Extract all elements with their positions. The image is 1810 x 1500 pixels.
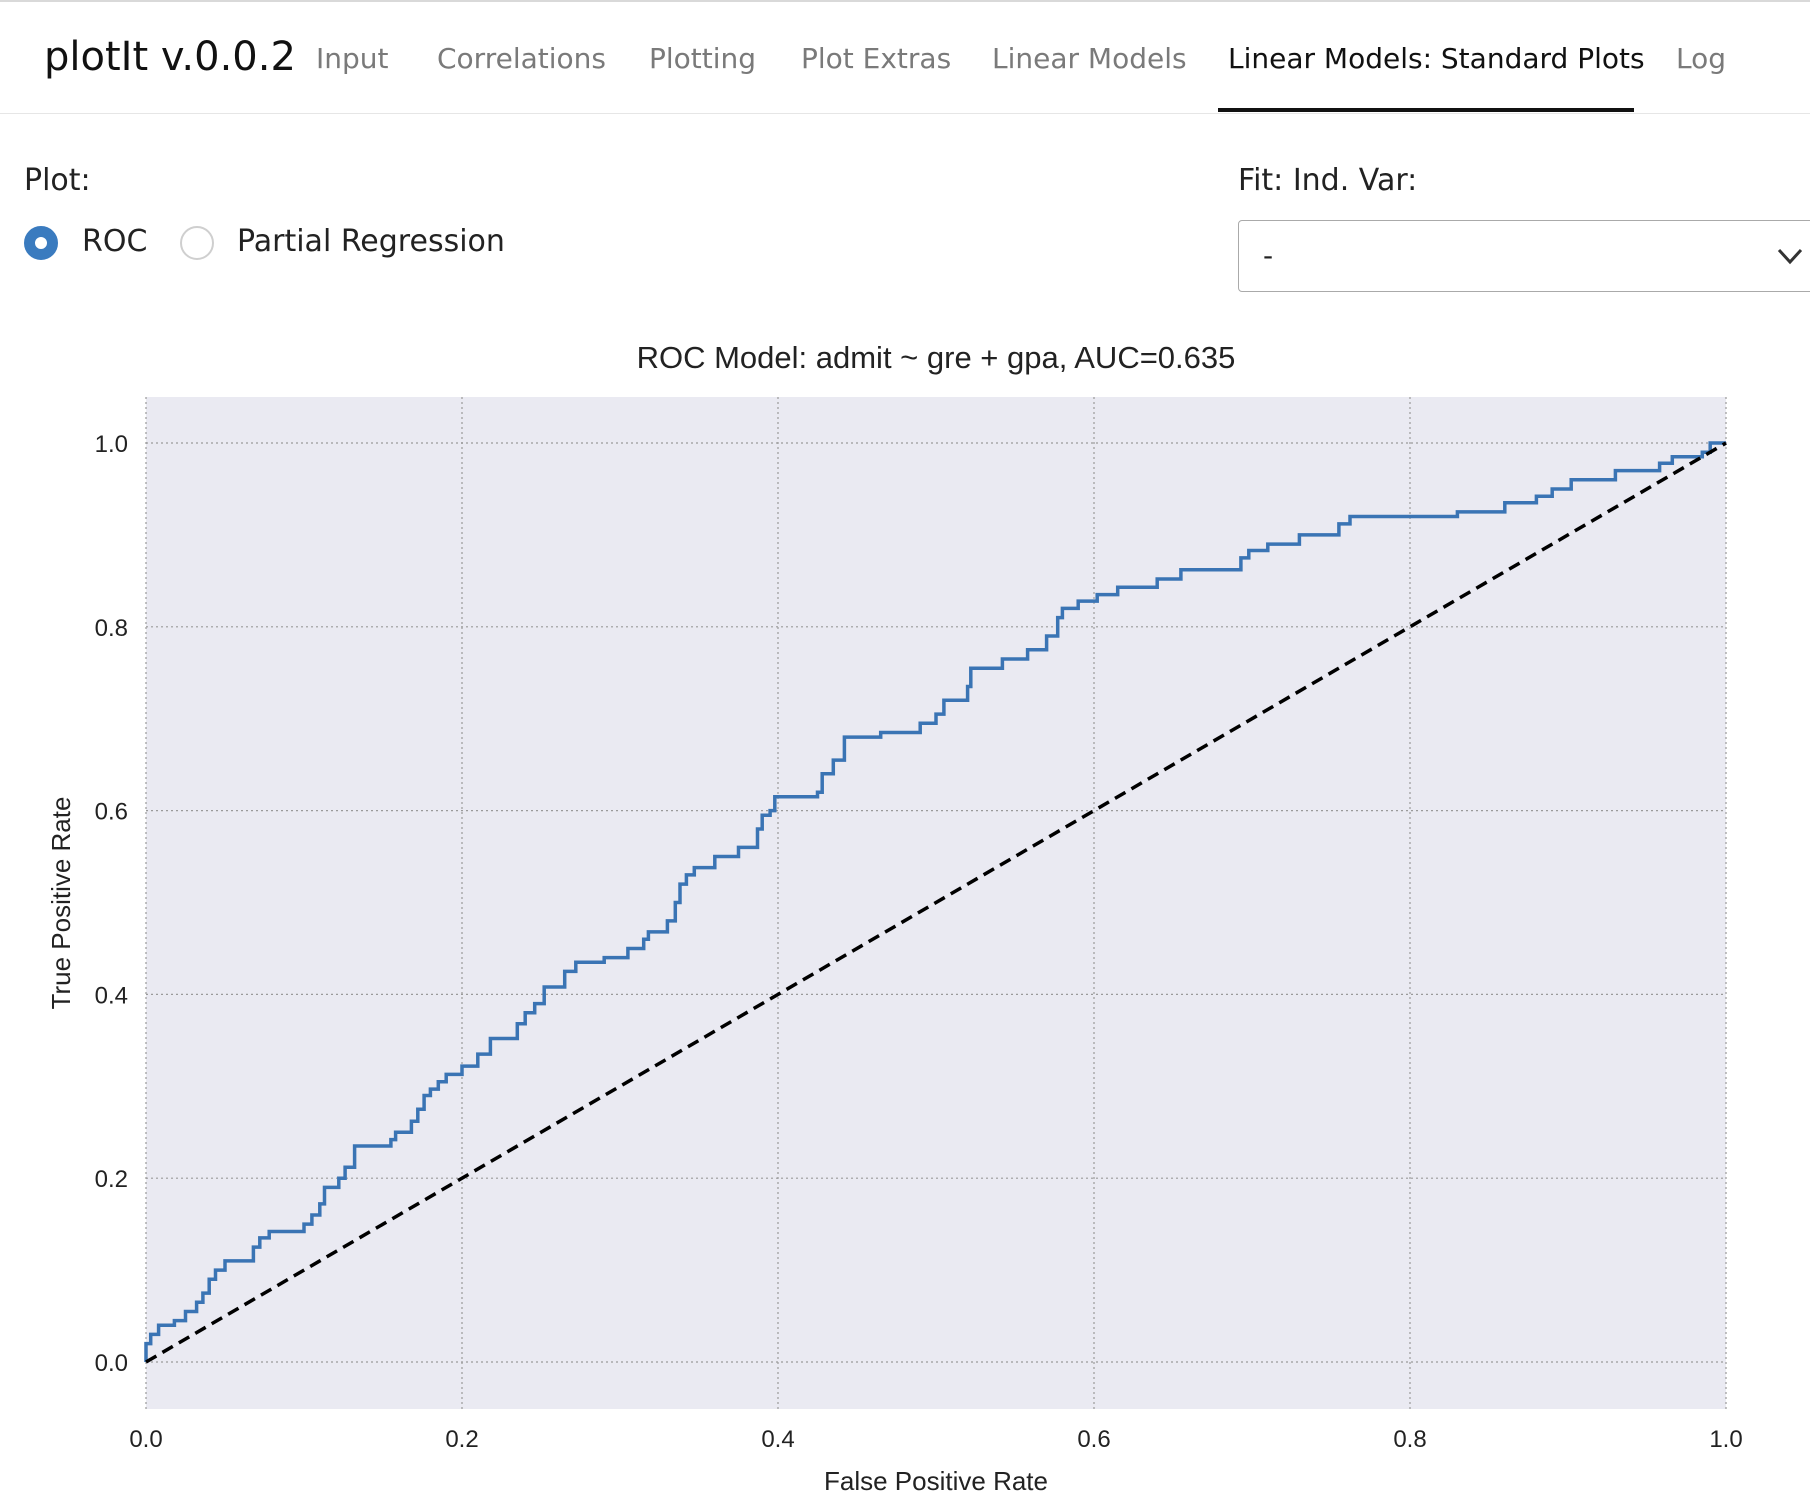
tab-linear-models-standard-plots[interactable]: Linear Models: Standard Plots [1228,42,1645,75]
tab-plot-extras[interactable]: Plot Extras [801,42,952,75]
y-tick-label: 0.8 [95,615,128,642]
radio-partial-regression[interactable] [180,226,214,260]
navbar: plotIt v.0.0.2 Input Correlations Plotti… [0,0,1810,114]
chevron-down-icon[interactable] [1775,238,1805,274]
y-tick-label: 0.6 [95,799,128,826]
chance-diagonal-line [145,441,1727,1364]
y-tick-label: 0.4 [95,982,128,1009]
tab-log[interactable]: Log [1676,42,1727,75]
grid-lines [145,397,1727,1409]
tab-correlations[interactable]: Correlations [437,42,606,75]
radio-roc-label[interactable]: ROC [82,224,148,259]
y-tick-label: 0.2 [95,1166,128,1193]
x-axis-label: False Positive Rate [824,1466,1048,1496]
y-tick-label: 0.0 [95,1350,128,1377]
fit-ind-var-value: - [1263,239,1274,272]
chart-title: ROC Model: admit ~ gre + gpa, AUC=0.635 [637,340,1236,375]
x-tick-label: 0.6 [1077,1426,1110,1453]
app-brand[interactable]: plotIt v.0.0.2 [44,34,296,80]
plot-label: Plot: [24,163,91,198]
tick-labels: 0.0 0.2 0.4 0.6 0.8 1.0 0.0 0.2 0.4 0.6 0.8 1.0 [95,431,1743,1453]
x-tick-label: 0.8 [1393,1426,1426,1453]
roc-chart: ROC Model: admit ~ gre + gpa, AUC=0.635 … [46,340,1743,1496]
tab-linear-models[interactable]: Linear Models [992,42,1187,75]
x-tick-label: 0.4 [761,1426,794,1453]
tab-input[interactable]: Input [316,42,389,75]
tab-plotting[interactable]: Plotting [649,42,757,75]
roc-curve-line [144,441,1726,1362]
fit-ind-var-label: Fit: Ind. Var: [1238,163,1418,198]
radio-roc[interactable] [24,226,58,260]
series-group [144,441,1727,1364]
y-tick-label: 1.0 [95,431,128,458]
y-axis-label: True Positive Rate [46,797,76,1010]
active-tab-indicator [1218,108,1634,112]
fit-ind-var-select[interactable]: - [1238,220,1810,292]
x-tick-label: 0.2 [445,1426,478,1453]
radio-partial-regression-label[interactable]: Partial Regression [237,224,505,259]
x-tick-label: 0.0 [129,1426,162,1453]
x-tick-label: 1.0 [1709,1426,1742,1453]
